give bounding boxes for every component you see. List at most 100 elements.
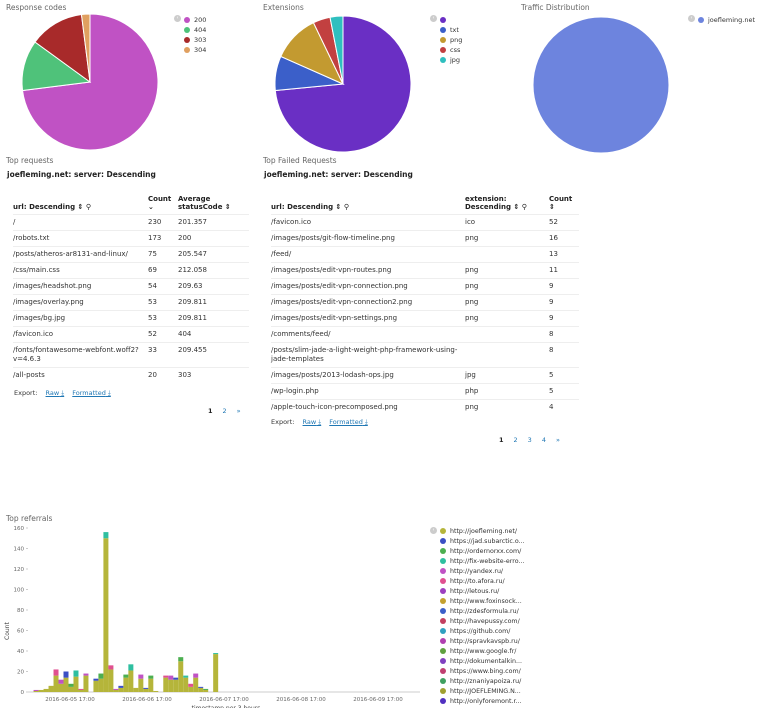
- export-formatted-link[interactable]: Formatted ⤓: [329, 418, 368, 426]
- bar-segment[interactable]: [153, 690, 159, 692]
- legend-item[interactable]: png: [430, 35, 462, 45]
- legend-item[interactable]: 404: [174, 25, 206, 35]
- bar-segment[interactable]: [193, 677, 199, 692]
- bar-segment[interactable]: [183, 675, 189, 678]
- legend-item[interactable]: jpg: [430, 55, 462, 65]
- bar-segment[interactable]: [148, 678, 154, 692]
- search-icon[interactable]: ⚲: [85, 203, 91, 211]
- page-link[interactable]: 4: [541, 436, 546, 444]
- page-link[interactable]: 1: [499, 436, 504, 444]
- bar-segment[interactable]: [78, 688, 84, 690]
- bar-segment[interactable]: [38, 689, 44, 692]
- bar-segment[interactable]: [98, 678, 104, 692]
- bar-segment[interactable]: [73, 676, 79, 692]
- legend-item[interactable]: http://yandex.ru/: [430, 567, 525, 577]
- legend-item[interactable]: 303: [174, 35, 206, 45]
- col-url-header[interactable]: url: Descending ⇕ ⚲: [13, 203, 91, 211]
- page-link[interactable]: 2: [513, 436, 518, 444]
- bar-segment[interactable]: [58, 683, 64, 692]
- bar-segment[interactable]: [83, 675, 89, 692]
- page-link[interactable]: »: [555, 436, 560, 444]
- bar-segment[interactable]: [193, 673, 199, 678]
- bar-segment[interactable]: [173, 679, 179, 692]
- legend-item[interactable]: http://fix-website-erro...: [430, 557, 525, 567]
- response-codes-legend[interactable]: ‹ 200 404 303 304: [174, 15, 206, 55]
- bar-segment[interactable]: [123, 674, 129, 678]
- bar-segment[interactable]: [133, 687, 139, 692]
- legend-item[interactable]: https://github.com/: [430, 627, 525, 637]
- legend-item[interactable]: ‹ joefleming.net: [688, 15, 755, 25]
- pie-slice-joefleming.net[interactable]: [532, 16, 670, 154]
- bar-segment[interactable]: [143, 687, 149, 689]
- bar-segment[interactable]: [43, 688, 49, 692]
- legend-toggle-icon[interactable]: ‹: [688, 15, 695, 22]
- bar-segment[interactable]: [168, 675, 174, 680]
- legend-item[interactable]: http://dokumentalkin...: [430, 657, 525, 667]
- traffic-legend[interactable]: ‹ joefleming.net: [688, 15, 755, 25]
- bar-segment[interactable]: [163, 677, 169, 692]
- bar-segment[interactable]: [33, 690, 39, 692]
- bar-segment[interactable]: [188, 683, 194, 687]
- bar-segment[interactable]: [123, 677, 129, 692]
- col-extension-header[interactable]: extension: Descending ⇕ ⚲: [465, 195, 527, 211]
- col-url-header[interactable]: url: Descending ⇕ ⚲: [271, 203, 349, 211]
- search-icon[interactable]: ⚲: [343, 203, 349, 211]
- sort-icon[interactable]: ⇕: [549, 203, 555, 211]
- page-link[interactable]: 3: [527, 436, 532, 444]
- page-link[interactable]: 1: [208, 407, 213, 415]
- col-avg-header[interactable]: Average statusCode ⇕: [178, 195, 231, 211]
- legend-item[interactable]: https://jad.subarctic.o...: [430, 537, 525, 547]
- bar-segment[interactable]: [108, 669, 114, 692]
- pie-slice-jpg[interactable]: [329, 15, 344, 85]
- bar-segment[interactable]: [138, 674, 144, 679]
- top-failed-pagination[interactable]: 1 2 3 4 »: [499, 436, 570, 444]
- bar-segment[interactable]: [118, 685, 124, 688]
- bar-segment[interactable]: [118, 687, 124, 692]
- legend-item[interactable]: http://onlyforemont.r...: [430, 697, 525, 707]
- bar-segment[interactable]: [213, 653, 219, 655]
- bar-segment[interactable]: [113, 689, 119, 692]
- pie-slice-303[interactable]: [34, 13, 91, 84]
- bar-segment[interactable]: [53, 675, 59, 692]
- referrals-legend[interactable]: ‹ http://joefleming.net/https://jad.subar…: [430, 527, 525, 707]
- sort-icon[interactable]: ⌄: [148, 203, 154, 211]
- legend-item[interactable]: txt: [430, 25, 462, 35]
- bar-segment[interactable]: [168, 679, 174, 692]
- search-icon[interactable]: ⚲: [521, 203, 527, 211]
- bar-segment[interactable]: [143, 688, 149, 692]
- response-codes-pie[interactable]: [20, 12, 160, 152]
- legend-toggle-icon[interactable]: ‹: [174, 15, 181, 22]
- legend-item[interactable]: ‹ 200: [174, 15, 206, 25]
- legend-item[interactable]: http://ordernorxx.com/: [430, 547, 525, 557]
- bar-segment[interactable]: [113, 688, 119, 690]
- legend-item[interactable]: http://to.afora.ru/: [430, 577, 525, 587]
- legend-item[interactable]: http://znaniyapoiza.ru/: [430, 677, 525, 687]
- bar-segment[interactable]: [188, 686, 194, 692]
- export-raw-link[interactable]: Raw ⤓: [302, 418, 322, 426]
- bar-segment[interactable]: [128, 664, 134, 671]
- bar-segment[interactable]: [198, 686, 204, 688]
- referrals-chart[interactable]: 0 20 40 60 80 100 120 140 160 Count 2016-06-05 17:…: [0, 522, 420, 708]
- bar-segment[interactable]: [98, 673, 104, 679]
- bar-segment[interactable]: [93, 680, 99, 692]
- bar-segment[interactable]: [203, 688, 209, 690]
- legend-item[interactable]: ‹: [430, 15, 462, 25]
- bar-segment[interactable]: [103, 538, 109, 692]
- bar-segment[interactable]: [78, 689, 84, 692]
- page-link[interactable]: 2: [222, 407, 227, 415]
- sort-icon[interactable]: ⇕: [513, 203, 520, 211]
- legend-item[interactable]: http://zdesformula.ru/: [430, 607, 525, 617]
- export-formatted-link[interactable]: Formatted ⤓: [72, 389, 111, 397]
- legend-toggle-icon[interactable]: ‹: [430, 527, 437, 534]
- bar-segment[interactable]: [33, 689, 39, 691]
- col-count-header[interactable]: Count ⇕: [549, 195, 573, 211]
- bar-segment[interactable]: [148, 675, 154, 679]
- bar-segment[interactable]: [173, 677, 179, 680]
- extensions-legend[interactable]: ‹ txt png css jpg: [430, 15, 462, 65]
- bar-segment[interactable]: [58, 679, 64, 684]
- extensions-pie[interactable]: [273, 14, 413, 154]
- bar-segment[interactable]: [68, 686, 74, 692]
- bar-segment[interactable]: [83, 673, 89, 676]
- bar-segment[interactable]: [198, 687, 204, 692]
- bar-segment[interactable]: [203, 689, 209, 692]
